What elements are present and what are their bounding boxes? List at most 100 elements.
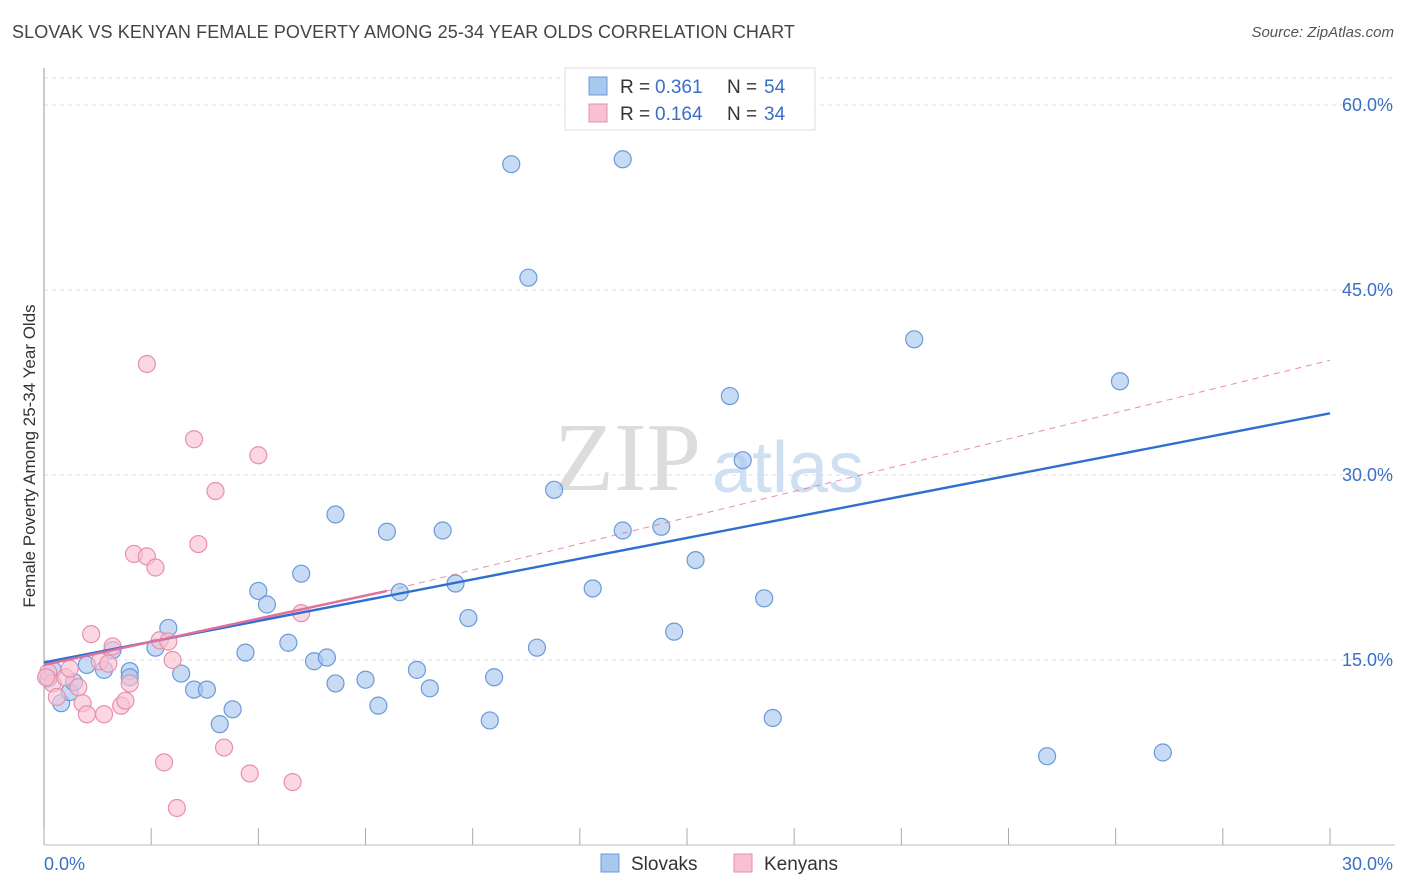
y-tick-label: 45.0% (1342, 280, 1393, 300)
bottom-legend-swatch-kenyans (733, 853, 753, 873)
data-point-slovaks (665, 622, 684, 641)
data-point-slovaks (720, 386, 739, 406)
data-point-kenyans (206, 481, 225, 501)
bottom-legend-label-slovaks: Slovaks (631, 854, 698, 875)
legend-r-label: R = (620, 104, 650, 125)
trend-line-kenyans (43, 589, 388, 667)
bottom-legend: Slovaks Kenyans (600, 853, 838, 875)
data-point-slovaks (905, 330, 924, 349)
data-point-kenyans (214, 738, 234, 757)
y-axis-label: Female Poverty Among 25-34 Year Olds (20, 304, 39, 607)
legend-r-value: 0.361 (655, 77, 703, 98)
legend-n-label: N = (727, 104, 757, 125)
chart-title: SLOVAK VS KENYAN FEMALE POVERTY AMONG 25… (12, 22, 795, 42)
legend-n-label: N = (727, 77, 757, 98)
x-tick-label: 0.0% (44, 854, 85, 874)
data-point-slovaks (763, 708, 782, 728)
y-tick-label: 15.0% (1342, 650, 1393, 670)
data-points (37, 150, 1172, 818)
stats-legend: R = 0.361 N = 54 R = 0.164 N = 34 (564, 67, 816, 131)
data-point-slovaks (545, 480, 564, 499)
data-point-kenyans (283, 772, 302, 792)
legend-r-label: R = (620, 77, 650, 98)
axes (43, 68, 1395, 846)
data-point-kenyans (137, 354, 156, 374)
data-point-kenyans (184, 430, 204, 449)
data-point-slovaks (733, 451, 752, 470)
trend-extension-kenyans (386, 359, 1331, 592)
data-point-slovaks (1153, 743, 1172, 762)
data-point-slovaks (356, 670, 375, 689)
legend-swatch-slovaks (588, 76, 608, 96)
data-point-slovaks (459, 608, 478, 628)
data-point-slovaks (686, 550, 705, 570)
data-point-slovaks (223, 700, 242, 719)
grid-lines (44, 77, 1395, 661)
legend-swatch-kenyans (588, 103, 608, 123)
data-point-slovaks (279, 633, 298, 652)
data-point-slovaks (480, 711, 499, 730)
data-point-kenyans (146, 558, 165, 577)
data-point-kenyans (249, 446, 268, 465)
data-point-slovaks (326, 505, 345, 524)
data-point-slovaks (613, 150, 632, 169)
data-point-slovaks (292, 564, 311, 583)
data-point-kenyans (37, 668, 56, 687)
trend-lines (43, 359, 1331, 667)
data-point-slovaks (433, 521, 452, 540)
data-point-kenyans (116, 691, 135, 710)
data-point-slovaks (197, 680, 216, 699)
watermark-zip: ZIP (554, 404, 701, 512)
x-tick-labels: 0.0% 30.0% (44, 854, 1393, 874)
data-point-slovaks (317, 648, 337, 667)
data-point-kenyans (167, 798, 186, 818)
source-credit: Source: ZipAtlas.com (1251, 24, 1394, 41)
data-point-slovaks (652, 517, 671, 536)
data-point-kenyans (60, 659, 79, 678)
data-point-kenyans (69, 678, 88, 697)
bottom-legend-swatch-slovaks (600, 853, 620, 873)
data-point-slovaks (502, 155, 521, 174)
data-point-kenyans (163, 650, 182, 670)
bottom-legend-label-kenyans: Kenyans (764, 854, 838, 875)
data-point-slovaks (613, 521, 632, 540)
data-point-kenyans (154, 753, 174, 772)
y-tick-label: 30.0% (1342, 465, 1393, 485)
data-point-slovaks (1037, 747, 1057, 766)
legend-r-value: 0.164 (655, 104, 703, 125)
data-point-slovaks (249, 581, 268, 601)
data-point-slovaks (583, 579, 602, 598)
data-point-slovaks (369, 696, 388, 715)
data-point-kenyans (77, 705, 96, 724)
data-point-kenyans (240, 764, 259, 783)
legend-n-value: 54 (764, 77, 786, 98)
data-point-kenyans (47, 687, 66, 707)
data-point-slovaks (210, 715, 229, 734)
data-point-slovaks (257, 595, 277, 614)
data-point-slovaks (377, 522, 397, 541)
legend-n-value: 34 (764, 104, 786, 125)
data-point-slovaks (519, 268, 538, 287)
data-point-slovaks (407, 660, 427, 679)
data-point-slovaks (236, 643, 255, 662)
y-tick-label: 60.0% (1342, 95, 1393, 115)
data-point-slovaks (420, 679, 439, 698)
data-point-slovaks (172, 664, 191, 683)
data-point-kenyans (94, 705, 114, 724)
data-point-slovaks (326, 674, 345, 693)
y-tick-labels: 15.0% 30.0% 45.0% 60.0% (1342, 95, 1393, 670)
watermark: ZIP atlas (554, 404, 864, 512)
data-point-slovaks (527, 638, 547, 657)
data-point-kenyans (120, 674, 139, 693)
data-point-slovaks (755, 589, 774, 608)
trend-line-slovaks (43, 412, 1331, 664)
x-ticks (43, 828, 1331, 845)
watermark-atlas: atlas (712, 428, 864, 508)
data-point-kenyans (99, 654, 118, 673)
data-point-kenyans (82, 624, 101, 644)
data-point-kenyans (159, 632, 178, 651)
x-tick-label: 30.0% (1342, 854, 1393, 874)
data-point-slovaks (485, 668, 504, 687)
data-point-kenyans (189, 534, 208, 554)
